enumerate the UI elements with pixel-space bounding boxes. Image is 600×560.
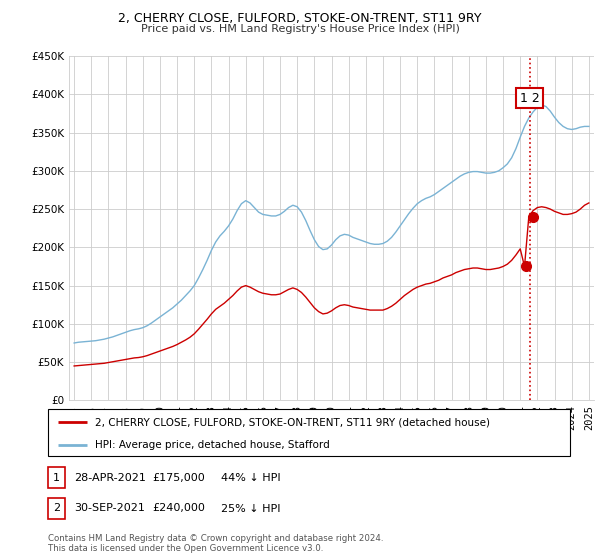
- Text: 1: 1: [53, 473, 60, 483]
- Text: 2: 2: [53, 503, 60, 514]
- Text: £240,000: £240,000: [152, 503, 205, 514]
- Text: 1 2: 1 2: [520, 92, 539, 105]
- Text: Price paid vs. HM Land Registry's House Price Index (HPI): Price paid vs. HM Land Registry's House …: [140, 24, 460, 34]
- Text: 44% ↓ HPI: 44% ↓ HPI: [221, 473, 280, 483]
- Text: 28-APR-2021: 28-APR-2021: [74, 473, 146, 483]
- Text: 2, CHERRY CLOSE, FULFORD, STOKE-ON-TRENT, ST11 9RY (detached house): 2, CHERRY CLOSE, FULFORD, STOKE-ON-TRENT…: [95, 417, 490, 427]
- Text: HPI: Average price, detached house, Stafford: HPI: Average price, detached house, Staf…: [95, 440, 330, 450]
- Text: 2, CHERRY CLOSE, FULFORD, STOKE-ON-TRENT, ST11 9RY: 2, CHERRY CLOSE, FULFORD, STOKE-ON-TRENT…: [118, 12, 482, 25]
- Text: 30-SEP-2021: 30-SEP-2021: [74, 503, 145, 514]
- Text: Contains HM Land Registry data © Crown copyright and database right 2024.
This d: Contains HM Land Registry data © Crown c…: [48, 534, 383, 553]
- Text: £175,000: £175,000: [152, 473, 205, 483]
- Text: 25% ↓ HPI: 25% ↓ HPI: [221, 503, 280, 514]
